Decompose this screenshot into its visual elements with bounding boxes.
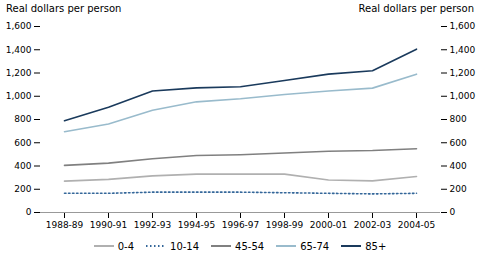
html-text:Real dollars per person: Real dollars per person [6, 3, 122, 14]
svg-text:1,600: 1,600 [450, 21, 476, 31]
svg-text:2002-03: 2002-03 [354, 220, 392, 230]
svg-text:0: 0 [450, 207, 456, 217]
html-text:85+: 85+ [365, 240, 387, 252]
svg-text:800: 800 [450, 114, 467, 124]
svg-text:1,000: 1,000 [6, 91, 32, 101]
html-text:10-14: 10-14 [170, 240, 200, 252]
svg-text:1,400: 1,400 [450, 45, 476, 55]
svg-text:2004-05: 2004-05 [398, 220, 436, 230]
svg-text:200: 200 [450, 184, 467, 194]
svg-text:600: 600 [14, 138, 31, 148]
html-text:Real dollars per person: Real dollars per person [358, 3, 474, 14]
svg-text:1990-91: 1990-91 [90, 220, 128, 230]
svg-text:1,200: 1,200 [6, 68, 32, 78]
svg-text:200: 200 [14, 184, 31, 194]
svg-text:1996-97: 1996-97 [222, 220, 260, 230]
svg-text:400: 400 [450, 161, 467, 171]
svg-text:400: 400 [14, 161, 31, 171]
svg-text:1994-95: 1994-95 [178, 220, 216, 230]
svg-text:1992-93: 1992-93 [134, 220, 172, 230]
svg-text:1988-89: 1988-89 [46, 220, 84, 230]
svg-text:1998-99: 1998-99 [266, 220, 304, 230]
html-text:0-4: 0-4 [117, 240, 134, 252]
html-text:65-74: 65-74 [300, 240, 330, 252]
svg-text:1,400: 1,400 [6, 45, 32, 55]
svg-text:2000-01: 2000-01 [310, 220, 348, 230]
html-text:45-54: 45-54 [235, 240, 265, 252]
svg-text:1,600: 1,600 [6, 21, 32, 31]
svg-text:600: 600 [450, 138, 467, 148]
svg-text:0: 0 [26, 207, 32, 217]
svg-text:1,000: 1,000 [450, 91, 476, 101]
svg-text:1,200: 1,200 [450, 68, 476, 78]
svg-text:800: 800 [14, 114, 31, 124]
